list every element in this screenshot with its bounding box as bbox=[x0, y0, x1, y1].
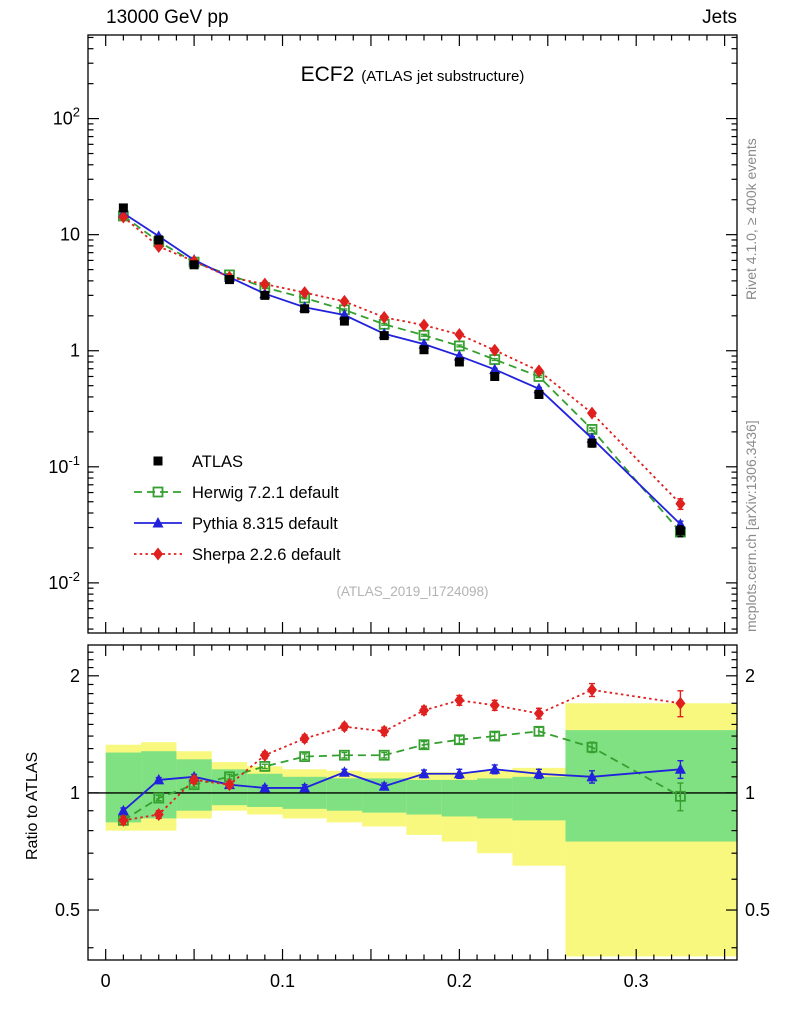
svg-text:1: 1 bbox=[70, 783, 80, 803]
svg-text:102: 102 bbox=[53, 105, 80, 129]
svg-text:0.1: 0.1 bbox=[270, 971, 295, 991]
ratio-panel-frame bbox=[87, 644, 738, 961]
collision-energy-label: 13000 GeV pp bbox=[106, 7, 229, 28]
svg-text:0.3: 0.3 bbox=[624, 971, 649, 991]
svg-text:10-1: 10-1 bbox=[48, 453, 80, 477]
rivet-version-label: Rivet 4.1.0, ≥ 400k events bbox=[743, 138, 759, 300]
ratio-series-sherpa bbox=[118, 682, 686, 827]
legend-label: ATLAS bbox=[192, 453, 243, 471]
svg-text:0.5: 0.5 bbox=[745, 900, 770, 920]
legend-item-pythia: Pythia 8.315 default bbox=[134, 515, 338, 533]
tick-labels: 102 10 1 10-1 10-2 2 2 1 1 0.5 0.5 0 0.1 0.2 0.3 bbox=[48, 105, 770, 991]
legend-item-herwig: Herwig 7.2.1 default bbox=[134, 484, 339, 502]
uncertainty-band-green bbox=[105, 730, 737, 842]
analysis-group-label: Jets bbox=[702, 7, 737, 28]
legend-label: Herwig 7.2.1 default bbox=[192, 484, 339, 502]
main-panel-frame bbox=[87, 34, 738, 634]
svg-text:0.2: 0.2 bbox=[447, 971, 472, 991]
ratio-series-pythia bbox=[117, 760, 686, 816]
legend-item-sherpa: Sherpa 2.2.6 default bbox=[134, 546, 341, 564]
legend-item-atlas: ATLAS bbox=[153, 453, 243, 471]
svg-text:2: 2 bbox=[745, 666, 755, 686]
mcplots-credit-label: mcplots.cern.ch [arXiv:1306.3436] bbox=[743, 420, 759, 632]
legend-label: Sherpa 2.2.6 default bbox=[192, 546, 341, 564]
ratio-axis-label: Ratio to ATLAS bbox=[24, 751, 41, 860]
legend: ATLAS Herwig 7.2.1 default Pythia 8.315 de… bbox=[134, 453, 341, 564]
plot-title: ECF2 bbox=[300, 63, 355, 86]
svg-text:10: 10 bbox=[60, 225, 80, 245]
series-pythia bbox=[117, 207, 686, 529]
analysis-id-watermark: (ATLAS_2019_I1724098) bbox=[336, 584, 489, 599]
svg-text:2: 2 bbox=[70, 666, 80, 686]
svg-text:10-2: 10-2 bbox=[48, 569, 80, 593]
axis-ticks bbox=[88, 35, 737, 960]
svg-text:1: 1 bbox=[745, 783, 755, 803]
series-atlas bbox=[118, 203, 685, 538]
svg-text:1: 1 bbox=[70, 341, 80, 361]
legend-label: Pythia 8.315 default bbox=[192, 515, 338, 533]
svg-text:0: 0 bbox=[101, 971, 111, 991]
svg-text:0.5: 0.5 bbox=[55, 900, 80, 920]
plot-subtitle: (ATLAS jet substructure) bbox=[361, 68, 525, 85]
plot-title-block: ECF2 (ATLAS jet substructure) bbox=[88, 63, 737, 87]
